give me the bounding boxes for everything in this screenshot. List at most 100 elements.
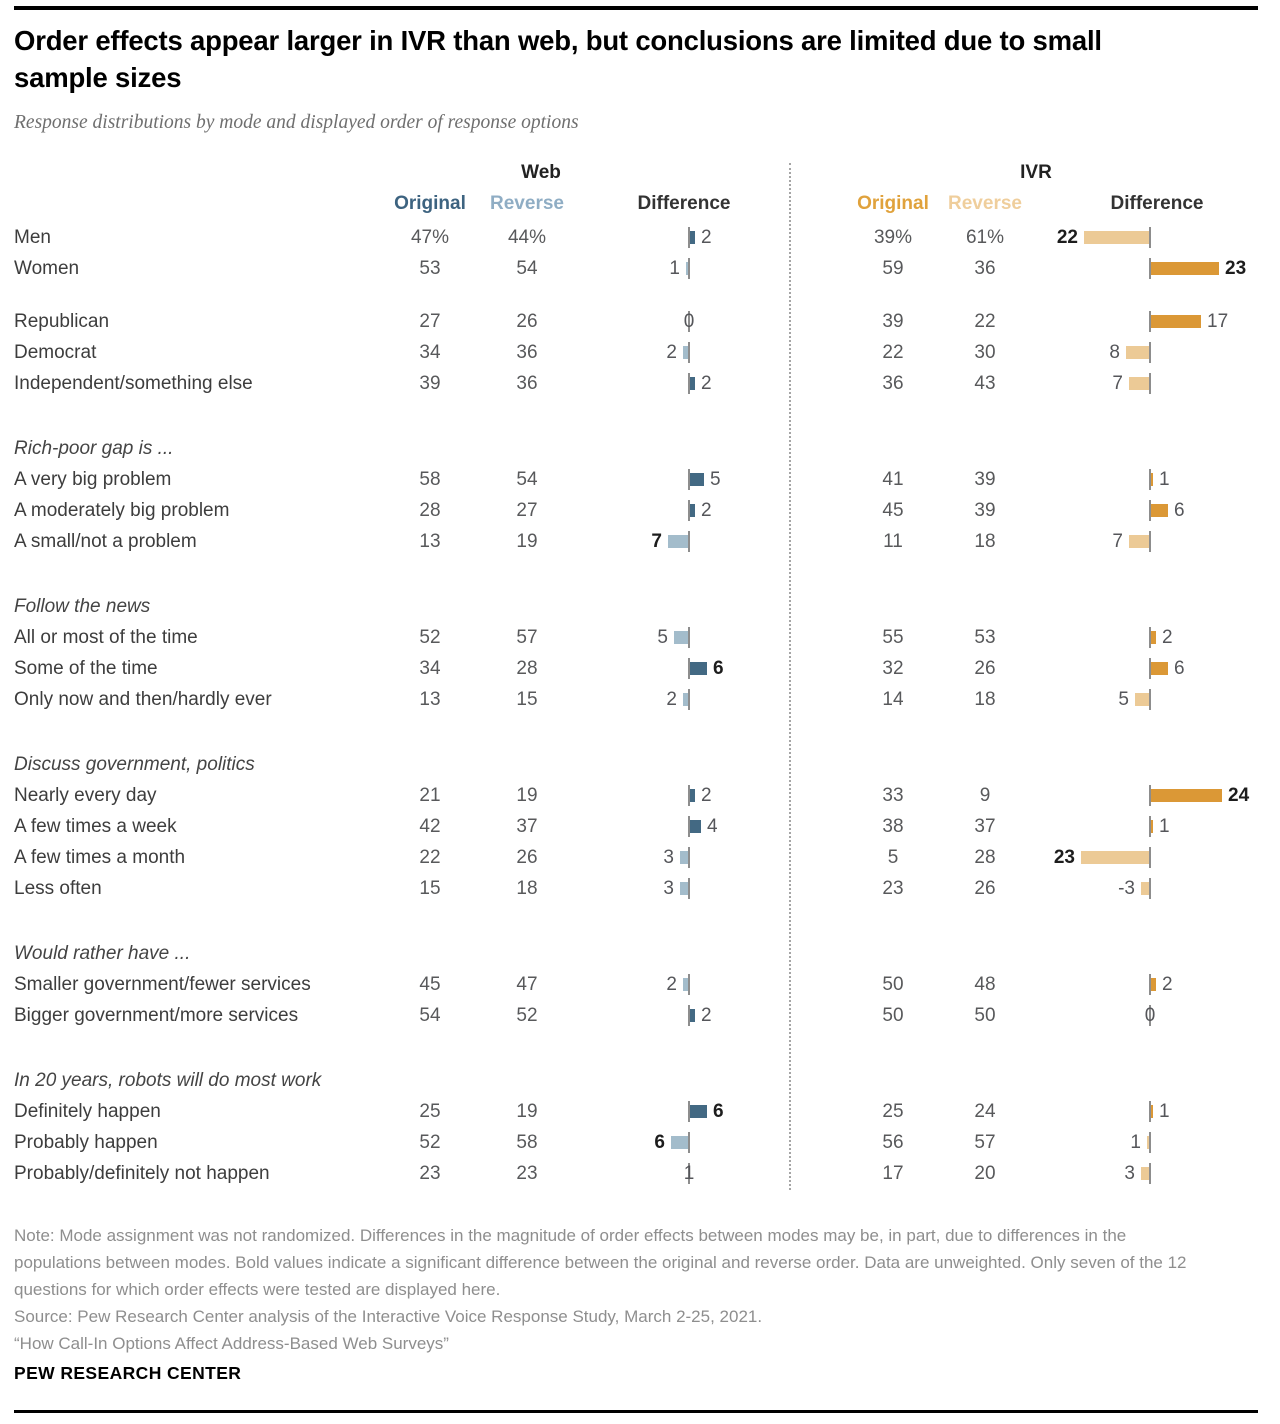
web-difference-value: 0 — [683, 311, 695, 332]
row-spacer — [0, 284, 1280, 306]
ivr-difference-axis-tick — [1149, 311, 1151, 332]
ivr-difference-value: 23 — [1225, 258, 1247, 279]
ivr-difference-cell: 8 — [1040, 337, 1260, 368]
ivr-difference-axis-tick — [1149, 785, 1151, 806]
web-difference-bar — [683, 693, 689, 706]
ivr-difference-bar — [1150, 262, 1219, 275]
ivr-reverse-value: 20 — [974, 1163, 996, 1184]
table-row: Probably happen 52 58 6 56 57 1 — [0, 1127, 1280, 1158]
ivr-difference-cell: 1 — [1040, 1127, 1260, 1158]
web-difference-value: 1 — [669, 258, 680, 279]
web-original-value: 28 — [419, 500, 441, 521]
ivr-difference-cell: 6 — [1040, 653, 1260, 684]
ivr-reverse-value: 18 — [974, 531, 996, 552]
ivr-difference-value: 6 — [1174, 658, 1185, 679]
table-row: Men 47% 44% 2 39% 61% 22 — [0, 222, 1280, 253]
web-difference-axis-tick — [688, 1005, 690, 1026]
page-title: Order effects appear larger in IVR than … — [14, 25, 1102, 93]
row-spacer — [0, 904, 1280, 938]
web-difference-bar — [674, 631, 689, 644]
ivr-difference-bar — [1150, 662, 1168, 675]
web-original-value: 52 — [419, 1132, 441, 1153]
note-text: Note: Mode assignment was not randomized… — [14, 1226, 1187, 1299]
web-original-value: 34 — [419, 658, 441, 679]
web-difference-axis-tick — [688, 627, 690, 648]
ivr-difference-bar — [1150, 1105, 1153, 1118]
ivr-difference-bar — [1141, 882, 1150, 895]
ivr-difference-cell: 23 — [1040, 253, 1260, 284]
ivr-difference-bar — [1150, 473, 1153, 486]
ivr-difference-bar — [1129, 377, 1150, 390]
row-label: Rich-poor gap is ... — [14, 438, 174, 459]
ivr-difference-cell: 5 — [1040, 684, 1260, 715]
web-difference-cell: 6 — [579, 1096, 799, 1127]
ivr-difference-axis-tick — [1149, 1132, 1151, 1153]
ivr-difference-bar — [1126, 346, 1150, 359]
ivr-original-value: 32 — [882, 658, 904, 679]
section-header-row: Rich-poor gap is ... — [0, 433, 1280, 464]
ivr-reverse-value: 50 — [974, 1005, 996, 1026]
web-ivr-separator — [789, 163, 791, 1190]
ivr-difference-value: 2 — [1162, 627, 1173, 648]
ivr-difference-value: 24 — [1228, 785, 1250, 806]
web-difference-axis-tick — [688, 785, 690, 806]
web-original-value: 54 — [419, 1005, 441, 1026]
ivr-reverse-value: 39 — [974, 500, 996, 521]
web-difference-value: 2 — [701, 373, 712, 394]
ivr-difference-cell: -3 — [1040, 873, 1260, 904]
ivr-difference-cell: 1 — [1040, 464, 1260, 495]
ivr-reverse-value: 37 — [974, 816, 996, 837]
ivr-difference-bar — [1084, 231, 1150, 244]
ivr-original-value: 50 — [882, 974, 904, 995]
ivr-original-value: 22 — [882, 342, 904, 363]
ivr-difference-bar — [1141, 1167, 1150, 1180]
row-label: Less often — [14, 878, 102, 899]
ivr-difference-cell: 23 — [1040, 842, 1260, 873]
web-difference-value: 3 — [663, 847, 674, 868]
web-difference-axis-tick — [688, 689, 690, 710]
ivr-difference-cell: 7 — [1040, 368, 1260, 399]
ivr-difference-value: 17 — [1207, 311, 1229, 332]
section-header-row: Would rather have ... — [0, 938, 1280, 969]
web-difference-bar — [686, 262, 689, 275]
row-label: Discuss government, politics — [14, 754, 255, 775]
ivr-difference-axis-tick — [1149, 627, 1151, 648]
ivr-group-header: IVR — [1020, 162, 1052, 183]
section-header-row: Discuss government, politics — [0, 749, 1280, 780]
web-difference-value: 2 — [701, 227, 712, 248]
ivr-difference-bar — [1135, 693, 1150, 706]
ivr-original-value: 38 — [882, 816, 904, 837]
ivr-original-value: 17 — [882, 1163, 904, 1184]
ivr-difference-cell: 1 — [1040, 1096, 1260, 1127]
ivr-original-value: 33 — [882, 785, 904, 806]
web-difference-axis-tick — [688, 342, 690, 363]
ivr-original-value: 41 — [882, 469, 904, 490]
ivr-difference-value: 3 — [1124, 1163, 1135, 1184]
web-difference-cell: 6 — [579, 653, 799, 684]
web-reverse-value: 47 — [516, 974, 538, 995]
web-difference-bar — [680, 882, 689, 895]
row-spacer — [0, 399, 1280, 433]
report-title-text: “How Call-In Options Affect Address-Base… — [14, 1334, 449, 1353]
table-row: All or most of the time 52 57 5 55 53 2 — [0, 622, 1280, 653]
web-difference-axis-tick — [688, 816, 690, 837]
web-difference-value: 6 — [713, 1101, 724, 1122]
web-reverse-value: 58 — [516, 1132, 538, 1153]
web-difference-bar — [689, 1009, 695, 1022]
ivr-difference-bar — [1150, 504, 1168, 517]
ivr-original-value: 36 — [882, 373, 904, 394]
ivr-original-value: 23 — [882, 878, 904, 899]
ivr-difference-cell: 2 — [1040, 969, 1260, 1000]
table-row: A very big problem 58 54 5 41 39 1 — [0, 464, 1280, 495]
web-original-value: 23 — [419, 1163, 441, 1184]
ivr-original-value: 11 — [883, 531, 903, 552]
ivr-difference-axis-tick — [1149, 974, 1151, 995]
web-difference-cell: 2 — [579, 1000, 799, 1031]
ivr-reverse-value: 22 — [974, 311, 996, 332]
web-original-column-header: Original — [394, 193, 466, 214]
web-difference-axis-tick — [688, 1163, 690, 1184]
web-original-value: 21 — [419, 785, 441, 806]
web-reverse-value: 26 — [516, 311, 538, 332]
web-reverse-value: 19 — [516, 1101, 538, 1122]
ivr-difference-value: 5 — [1118, 689, 1129, 710]
